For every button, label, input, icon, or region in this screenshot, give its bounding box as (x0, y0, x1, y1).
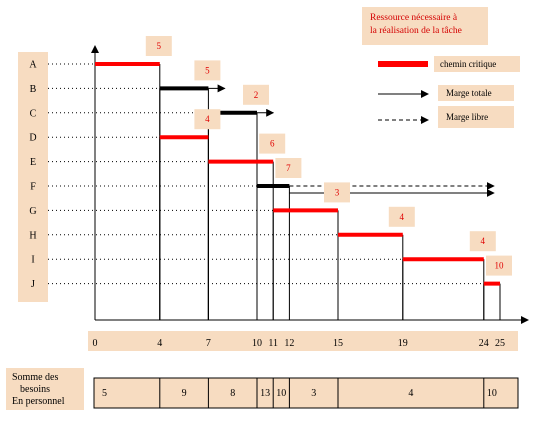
x-tick-label: 12 (284, 338, 294, 349)
resource-value: 4 (481, 236, 486, 246)
summary-value: 8 (230, 388, 235, 399)
resource-badge (324, 182, 350, 203)
task-row-e: E6 (30, 133, 286, 320)
summary-label-line2: besoins (20, 384, 50, 395)
task-row-j: J 10 (31, 255, 512, 320)
legend-title-line2: la réalisation de la tâche (370, 26, 462, 36)
task-label: D (29, 133, 36, 144)
resource-badge (275, 158, 302, 178)
task-row-a: A5 (29, 36, 172, 320)
summary-value: 13 (260, 388, 270, 399)
x-tick-label: 7 (206, 338, 211, 349)
resource-value: 5 (205, 65, 210, 75)
summary-label-line1: Somme des (12, 372, 58, 383)
x-tick-label: 11 (268, 338, 278, 349)
task-row-f: F7 (30, 158, 495, 320)
resource-badge (259, 133, 286, 154)
resource-badge (145, 36, 172, 56)
legend-total-margin-box (438, 85, 514, 101)
task-row-g: G3 (29, 182, 350, 320)
legend-critical-path: chemin critique (440, 59, 496, 69)
summary-value: 10 (487, 388, 497, 399)
x-tick-label: 19 (398, 338, 408, 349)
legend-total-margin: Marge totale (446, 88, 492, 98)
resource-value: 3 (335, 187, 340, 197)
x-tick-label: 0 (93, 338, 98, 349)
summary-value: 5 (102, 388, 107, 399)
task-label: E (30, 157, 36, 168)
summary-value: 9 (182, 388, 187, 399)
resource-value: 6 (270, 139, 275, 149)
tick-band (88, 331, 518, 351)
x-tick-label: 10 (252, 338, 262, 349)
task-row-h: H4 (29, 206, 415, 320)
summary-label-box (6, 368, 84, 410)
task-label: J (31, 279, 35, 290)
resource-badge (194, 60, 221, 81)
legend: Ressource nécessaire à la réalisation de… (362, 7, 520, 128)
summary-section: Somme des besoins En personnel 5 9 8 13 10 3 4… (6, 368, 519, 410)
task-label: I (31, 255, 34, 266)
summary-value: 10 (276, 388, 286, 399)
task-label: F (30, 182, 36, 193)
x-tick-label: 15 (333, 338, 343, 349)
resource-value: 10 (495, 261, 505, 271)
legend-free-margin: Marge libre (446, 112, 488, 122)
resource-badge (388, 206, 415, 227)
summary-segments: 5 9 8 13 10 3 4 10 (102, 378, 497, 408)
resource-badge (194, 109, 221, 130)
task-row-d: D4 (29, 109, 221, 320)
task-label-column (18, 52, 48, 302)
resource-value: 5 (157, 41, 162, 51)
summary-label-line3: En personnel (12, 396, 65, 407)
resource-value: 4 (400, 212, 405, 222)
task-row-c: C2 (30, 84, 275, 320)
x-tick-label: 4 (157, 338, 162, 349)
legend-free-margin-box (438, 106, 514, 128)
task-row-i: I4 (31, 231, 496, 320)
legend-title-box (362, 7, 488, 45)
x-ticks: 0 4 7 10 11 12 15 19 24 25 (93, 338, 506, 349)
resource-value: 2 (254, 90, 259, 100)
legend-critical-box (434, 56, 520, 72)
resource-value: 4 (205, 114, 210, 124)
summary-value: 4 (408, 388, 413, 399)
task-label: C (30, 108, 37, 119)
summary-value: 3 (311, 388, 316, 399)
resource-badge (486, 255, 512, 276)
task-row-b: B5 (30, 60, 226, 320)
task-label: A (29, 60, 37, 71)
x-tick-label: 25 (495, 338, 505, 349)
x-tick-label: 24 (479, 338, 489, 349)
task-label: G (29, 206, 36, 217)
summary-bar (93, 377, 519, 409)
resource-badge (243, 84, 269, 105)
task-label: H (29, 230, 36, 241)
resource-badge (469, 231, 496, 252)
legend-title-line1: Ressource nécessaire à (370, 13, 458, 23)
task-label: B (30, 84, 37, 95)
resource-value: 7 (286, 163, 291, 173)
